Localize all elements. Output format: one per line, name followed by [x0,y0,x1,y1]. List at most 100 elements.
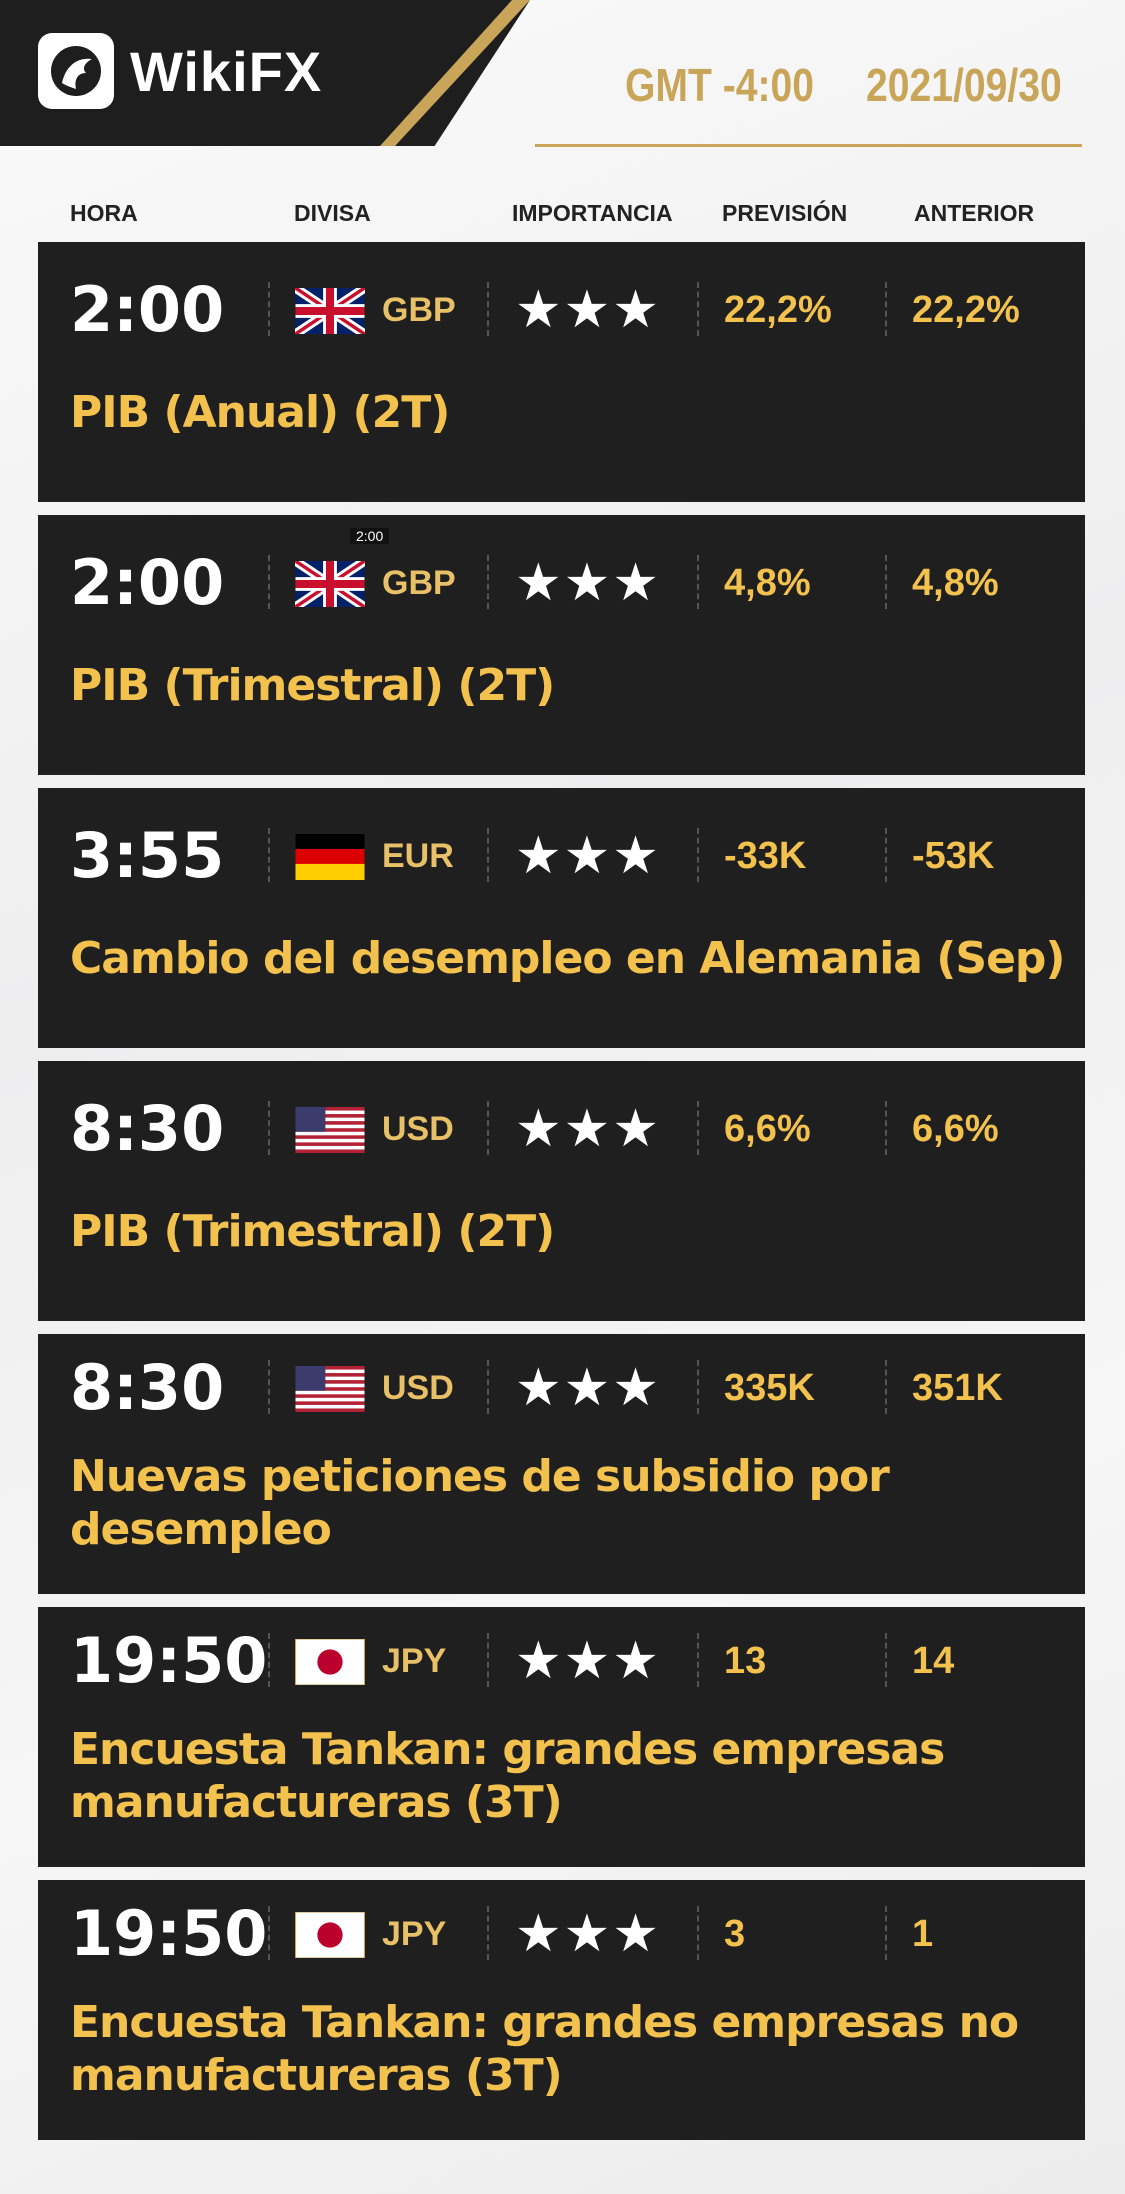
divider [487,1360,489,1414]
header-divider [535,144,1082,147]
divider [268,828,270,882]
event-title: Nuevas peticiones de subsidio por desemp… [70,1451,890,1555]
date: 2021/09/30 [866,59,1062,111]
event-previous: 4,8% [912,562,999,604]
divider [697,555,699,609]
brand-logo: WikiFX [38,33,322,109]
event-forecast: 6,6% [724,1108,811,1150]
event-forecast: 3 [724,1913,746,1955]
event-currency: JPY [382,1642,447,1680]
event-forecast: -33K [724,835,807,877]
divider [268,1360,270,1414]
divider [885,1360,887,1414]
importance-stars-icon: ★★★ [515,1099,661,1159]
divider [885,828,887,882]
divider [885,282,887,336]
event-previous: -53K [912,835,995,877]
event-title: Cambio del desempleo en Alemania (Sep) [70,933,1066,984]
event-title: PIB (Anual) (2T) [70,387,450,438]
event-currency: EUR [382,837,454,875]
japan-flag-icon [294,1638,366,1686]
germany-flag-icon [295,834,365,880]
event-forecast: 335K [724,1367,815,1409]
uk-flag-icon [292,557,368,611]
event-card: 2:00 GBP ★★★ 22,2% 22,2% PIB (Anual) (2T… [38,242,1085,502]
event-title: Encuesta Tankan: grandes empresas no man… [70,1997,1019,2101]
event-row: 8:30 USD ★★★ 6,6% 6,6% [38,1097,1085,1161]
event-currency: GBP [382,291,456,329]
event-row: 2:00 GBP ★★★ 22,2% 22,2% [38,278,1085,342]
eagle-logo-icon [38,33,114,109]
time-tooltip: 2:00 [350,528,390,544]
event-previous: 14 [912,1640,955,1682]
event-title: PIB (Trimestral) (2T) [70,660,555,711]
divider [697,1360,699,1414]
event-forecast: 13 [724,1640,767,1682]
column-header-previous: ANTERIOR [914,200,1035,226]
divider [885,1633,887,1687]
divider [487,1906,489,1960]
divider [885,555,887,609]
divider [697,828,699,882]
importance-stars-icon: ★★★ [515,553,661,613]
us-flag-icon [295,1107,365,1154]
divider [487,282,489,336]
event-time: 8:30 [70,1351,225,1424]
divider [268,555,270,609]
event-currency: GBP [382,564,456,602]
divider [268,1906,270,1960]
event-previous: 1 [912,1913,934,1955]
event-time: 19:50 [70,1897,268,1970]
divider [487,828,489,882]
event-title: PIB (Trimestral) (2T) [70,1206,555,1257]
importance-stars-icon: ★★★ [515,1631,661,1691]
event-time: 2:00 [70,273,225,346]
event-currency: USD [382,1110,454,1148]
brand-name: WikiFX [130,39,323,103]
japan-flag-icon [294,1911,366,1959]
event-row: 3:55 EUR ★★★ -33K -53K [38,824,1085,888]
divider [487,1101,489,1155]
event-time: 3:55 [70,819,225,892]
event-card: 3:55 EUR ★★★ -33K -53K Cambio del desemp… [38,788,1085,1048]
importance-stars-icon: ★★★ [515,826,661,886]
importance-stars-icon: ★★★ [515,280,661,340]
importance-stars-icon: ★★★ [515,1358,661,1418]
event-forecast: 22,2% [724,289,832,331]
event-currency: USD [382,1369,454,1407]
event-row: 2:00 GBP ★★★ 4,8% 4,8% [38,551,1085,615]
divider [268,282,270,336]
event-previous: 22,2% [912,289,1020,331]
event-previous: 351K [912,1367,1003,1409]
divider [697,282,699,336]
event-row: 19:50 JPY ★★★ 13 14 [38,1629,1085,1693]
us-flag-icon [295,1366,365,1413]
divider [697,1101,699,1155]
divider [487,1633,489,1687]
timezone: GMT -4:00 [625,59,815,111]
event-currency: JPY [382,1915,447,1953]
event-row: 8:30 USD ★★★ 335K 351K [38,1356,1085,1420]
event-row: 19:50 JPY ★★★ 3 1 [38,1902,1085,1966]
divider [697,1906,699,1960]
event-card: 19:50 JPY ★★★ 3 1 Encuesta Tankan: grand… [38,1880,1085,2140]
event-forecast: 4,8% [724,562,811,604]
event-card: 19:50 JPY ★★★ 13 14 Encuesta Tankan: gra… [38,1607,1085,1867]
uk-flag-icon [292,284,368,338]
event-time: 19:50 [70,1624,268,1697]
event-card: 2:00 GBP ★★★ 4,8% 4,8% PIB (Trimestral) … [38,515,1085,775]
event-card: 8:30 USD ★★★ 335K 351K Nuevas peticiones… [38,1334,1085,1594]
column-header-currency: DIVISA [294,200,371,226]
importance-stars-icon: ★★★ [515,1904,661,1964]
column-header-importance: IMPORTANCIA [512,200,673,226]
divider [697,1633,699,1687]
divider [268,1101,270,1155]
divider [268,1633,270,1687]
column-header-forecast: PREVISIÓN [722,200,848,226]
divider [885,1101,887,1155]
event-title: Encuesta Tankan: grandes empresas manufa… [70,1724,945,1828]
event-time: 8:30 [70,1092,225,1165]
event-time: 2:00 [70,546,225,619]
column-header-time: HORA [70,200,138,226]
divider [487,555,489,609]
